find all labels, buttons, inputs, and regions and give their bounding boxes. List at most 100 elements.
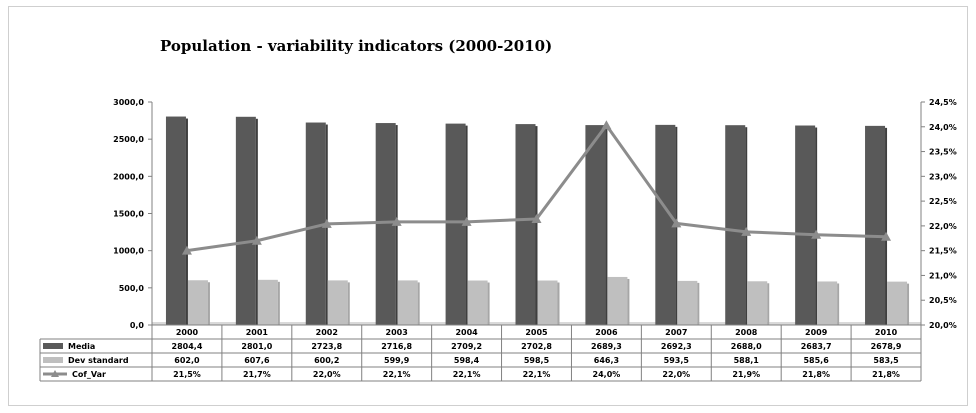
bar-dev-standard-shade (347, 282, 350, 325)
bar-dev-standard-shade (627, 278, 630, 325)
table-cell-value: 2709,2 (451, 342, 482, 351)
bar-media (655, 124, 676, 325)
marker-cof-var (461, 216, 472, 226)
table-cell-value: 583,5 (873, 356, 899, 365)
x-tick-label: 2010 (875, 328, 898, 337)
x-tick-label: 2008 (735, 328, 758, 337)
bar-dev-standard (607, 276, 628, 325)
table-cell-value: 602,0 (174, 356, 200, 365)
table-cell-value: 21,8% (802, 370, 830, 379)
y-right-tick-label: 20,5% (929, 296, 957, 305)
bar-media (305, 122, 326, 325)
y-right-tick-label: 21,5% (929, 247, 957, 256)
bar-media (515, 124, 536, 326)
table-cell-value: 2683,7 (801, 342, 832, 351)
table-cell-value: 646,3 (594, 356, 619, 365)
bar-dev-standard-shade (207, 282, 210, 325)
marker-cof-var (391, 216, 402, 226)
x-tick-label: 2001 (246, 328, 269, 337)
x-tick-label: 2006 (595, 328, 618, 337)
bar-media-shade (185, 118, 188, 325)
table-cell-value: 2723,8 (311, 342, 342, 351)
marker-cof-var (181, 245, 192, 255)
y-left-tick-label: 500,0 (119, 284, 145, 293)
y-left-tick-label: 3000,0 (113, 98, 144, 107)
legend-key-dev-standard (43, 357, 63, 363)
table-cell-value: 22,0% (662, 370, 690, 379)
y-right-tick-label: 24,0% (929, 123, 957, 132)
table-cell-value: 22,1% (383, 370, 411, 379)
legend-label-media: Media (68, 342, 95, 351)
marker-cof-var (601, 120, 612, 130)
bar-media (865, 125, 886, 325)
bar-dev-standard-shade (767, 283, 770, 325)
table-cell-value: 2801,0 (241, 342, 272, 351)
table-cell-value: 21,7% (243, 370, 271, 379)
bar-dev-standard-shade (487, 282, 490, 325)
bar-media (725, 125, 746, 325)
legend-label-dev-standard: Dev standard (68, 356, 129, 365)
table-cell-value: 2804,4 (172, 342, 203, 351)
table-cell-value: 598,4 (454, 356, 480, 365)
x-tick-label: 2003 (386, 328, 408, 337)
bar-dev-standard-shade (557, 282, 560, 325)
bar-dev-standard (887, 281, 908, 325)
bar-dev-standard (327, 280, 348, 325)
y-right-tick-label: 22,0% (929, 222, 957, 231)
table-cell-value: 21,5% (173, 370, 201, 379)
table-cell-value: 22,1% (523, 370, 551, 379)
bar-dev-standard (467, 280, 488, 325)
bar-media (585, 125, 606, 325)
bar-media (165, 116, 186, 325)
table-cell-value: 600,2 (314, 356, 339, 365)
marker-cof-var (671, 218, 682, 228)
bar-media-shade (255, 118, 258, 326)
legend-key-cof-var-marker (51, 370, 59, 377)
table-cell-value: 2702,8 (521, 342, 552, 351)
table-cell-value: 607,6 (244, 356, 270, 365)
bar-media (795, 125, 816, 326)
bar-dev-standard-shade (417, 282, 420, 325)
data-table: 2000 2001 2002 2003 2004 2005 2006 2007 2008 2009… (39, 324, 922, 382)
bar-dev-standard (257, 279, 278, 325)
y-left-tick-label: 2500,0 (113, 135, 144, 144)
x-tick-label: 2004 (455, 328, 478, 337)
bar-media (445, 123, 466, 325)
y-left-tick-label: 1500,0 (113, 210, 144, 219)
y-right-tick-label: 20,0% (929, 321, 957, 330)
y-left-tick-label: 1000,0 (113, 247, 144, 256)
table-cell-value: 2716,8 (381, 342, 412, 351)
bar-media (235, 116, 256, 326)
table-cell-value: 2688,0 (731, 342, 762, 351)
table-cell-value: 599,9 (384, 356, 410, 365)
y-right-tick-label: 24,5% (929, 98, 957, 107)
bar-dev-standard-shade (277, 281, 280, 325)
marker-cof-var (321, 218, 332, 228)
line-layer (181, 120, 892, 255)
bar-dev-standard (677, 280, 698, 325)
bar-media-shade (535, 126, 538, 326)
marker-cof-var (251, 235, 262, 245)
y-right-tick-label: 23,5% (929, 148, 957, 157)
legend-key-media (43, 343, 63, 349)
y-right-tick-label: 22,5% (929, 197, 957, 206)
bar-dev-standard (397, 280, 418, 325)
y-right-tick-label: 23,0% (929, 172, 957, 181)
y-left-tick-label: 0,0 (130, 321, 145, 330)
bar-dev-standard-shade (907, 283, 910, 325)
chart-title: Population - variability indicators (200… (160, 37, 553, 55)
table-cell-value: 598,5 (524, 356, 550, 365)
bar-dev-standard-shade (837, 283, 840, 325)
table-cell-value: 24,0% (593, 370, 621, 379)
bar-media-shade (885, 127, 888, 325)
table-cell-value: 2678,9 (871, 342, 902, 351)
x-tick-label: 2007 (665, 328, 687, 337)
table-cell-value: 22,0% (313, 370, 341, 379)
marker-cof-var (881, 231, 892, 241)
table-cell-value: 2692,3 (661, 342, 692, 351)
marker-cof-var (741, 226, 752, 236)
bar-media-shade (745, 127, 748, 325)
table-cell-value: 588,1 (734, 356, 760, 365)
marker-cof-var (531, 213, 542, 223)
table-cell-value: 21,8% (872, 370, 900, 379)
